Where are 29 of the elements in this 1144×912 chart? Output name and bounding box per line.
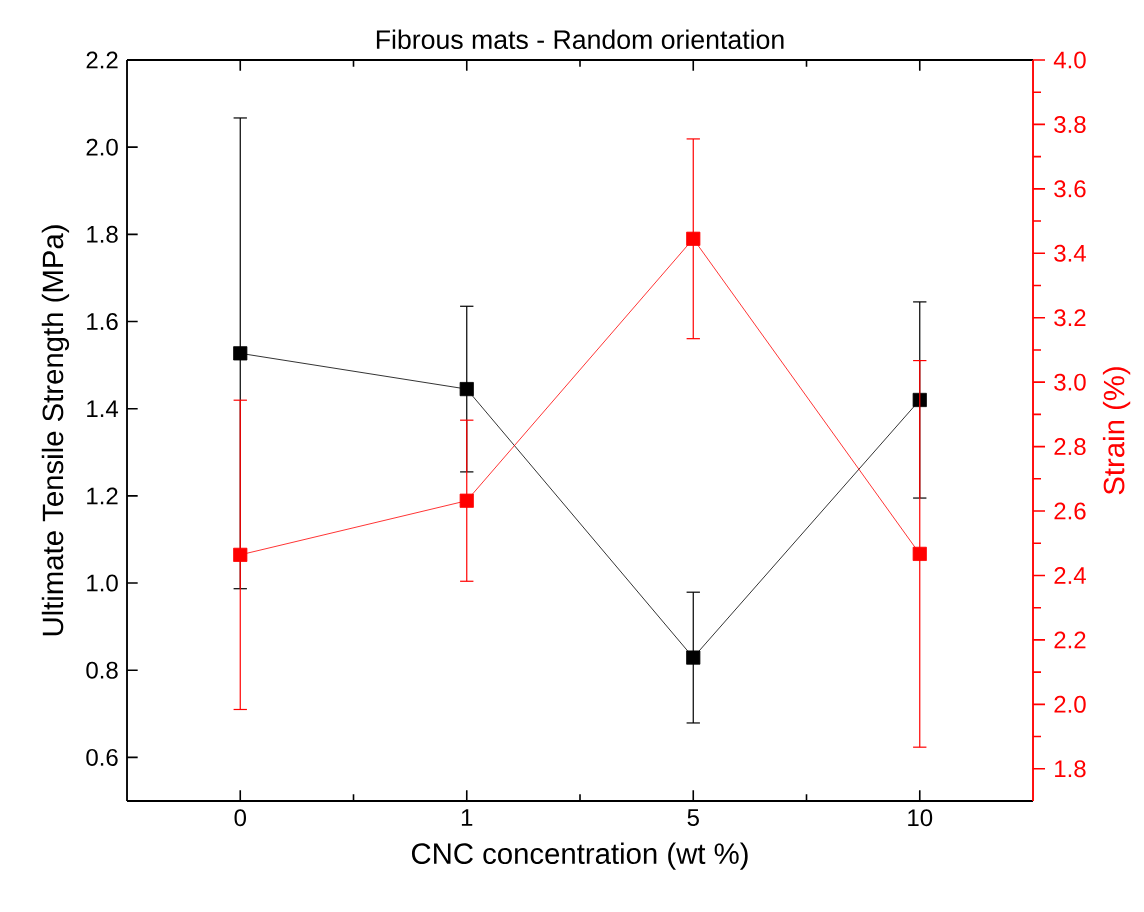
x-axis-title: CNC concentration (wt %)	[411, 842, 748, 870]
y2-tick-label: 3.4	[1054, 244, 1086, 262]
x-tick-label: 10	[908, 809, 933, 827]
y-tick-label: 1.8	[87, 225, 118, 243]
y-tick-label: 2.0	[86, 138, 118, 156]
y2-tick-label: 1.8	[1055, 760, 1086, 778]
y-tick-label: 1.4	[87, 400, 119, 417]
y2-axis-title: Strain (%)	[1102, 367, 1131, 495]
y2-tick-label: 3.0	[1054, 373, 1086, 391]
y-tick-label: 2.2	[86, 51, 118, 69]
y2-tick-label: 3.6	[1054, 180, 1086, 198]
y2-tick-label: 4.0	[1053, 51, 1086, 69]
y2-tick-label: 2.0	[1054, 695, 1086, 713]
chart-title: Fibrous mats - Random orientation	[376, 29, 784, 50]
y2-tick-label: 2.6	[1054, 502, 1086, 520]
y2-tick-label: 3.2	[1054, 309, 1086, 327]
y-tick-label: 1.2	[87, 487, 118, 505]
y2-tick-label: 2.8	[1054, 438, 1086, 456]
y-tick-label: 1.6	[87, 313, 118, 331]
y-tick-label: 1.0	[87, 574, 118, 592]
x-tick-label: 1	[461, 809, 473, 826]
y-tick-label: 0.6	[86, 748, 118, 766]
y-tick-label: 0.8	[86, 661, 118, 679]
x-tick-label: 0	[234, 809, 246, 827]
x-tick-label: 5	[687, 809, 699, 826]
y2-tick-label: 3.8	[1054, 115, 1086, 133]
y2-tick-label: 2.4	[1054, 567, 1086, 584]
y-axis-title: Ultimate Tensile Strength (MPa)	[41, 225, 70, 636]
y2-tick-label: 2.2	[1054, 631, 1086, 649]
